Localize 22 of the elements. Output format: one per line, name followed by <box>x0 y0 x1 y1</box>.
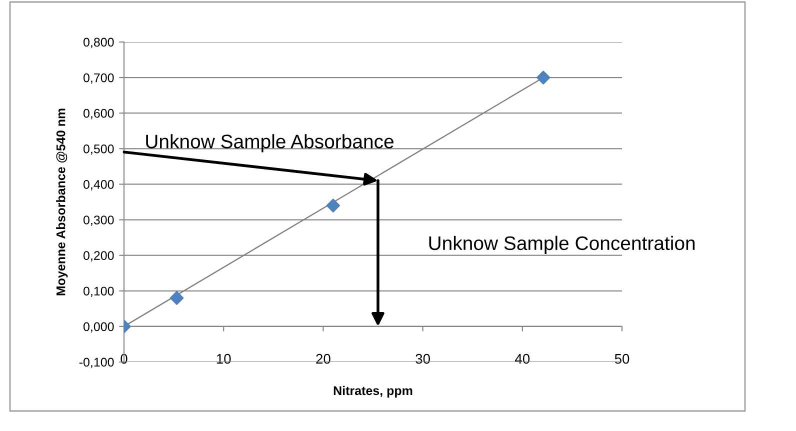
y-tick-label: 0,500 <box>83 144 114 155</box>
x-tick-label: 20 <box>316 354 330 364</box>
y-tick-label: 0,200 <box>83 251 114 262</box>
x-tick-label: 50 <box>614 354 630 364</box>
x-tick-label: 40 <box>514 354 530 364</box>
annotation: Unknow Sample Absorbance <box>146 134 394 152</box>
x-tick-label: 30 <box>416 354 430 364</box>
y-tick-label: -0,100 <box>79 358 114 368</box>
y-tick-label: 0,600 <box>83 108 114 120</box>
point <box>326 198 340 212</box>
point <box>170 291 184 305</box>
y-tick-label: 0,100 <box>83 286 114 298</box>
y-axis-title: Moyenne Absorbance @540 nm <box>56 108 68 296</box>
y-tick-label: 0,700 <box>83 73 114 84</box>
y-tick-label: 0,800 <box>83 38 114 48</box>
x-axis-title: Nitrates, ppm <box>334 386 412 398</box>
y-tick-label: 0,300 <box>83 216 114 226</box>
x-tick-label: 10 <box>216 354 231 364</box>
y-tick-label: 0,400 <box>83 180 114 190</box>
y-tick-label: 0,000 <box>83 322 114 333</box>
annotation: Unknow Sample Concentration <box>429 236 695 254</box>
point <box>536 70 550 84</box>
